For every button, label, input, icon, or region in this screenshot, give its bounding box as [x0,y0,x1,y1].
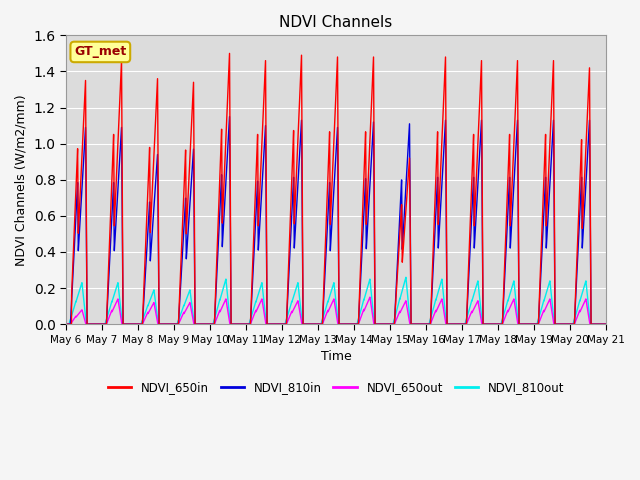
NDVI_810in [602,321,610,327]
X-axis label: Time: Time [321,350,351,363]
NDVI_810out [444,321,451,327]
NDVI_650out [231,321,239,327]
Text: GT_met: GT_met [74,46,127,59]
NDVI_650out [62,321,70,327]
NDVI_650out [444,321,451,327]
NDVI_810in [429,261,437,267]
NDVI_810out [402,275,410,280]
NDVI_810out [62,321,70,327]
NDVI_650in [267,321,275,327]
NDVI_650in [444,321,451,327]
NDVI_810in [231,321,239,327]
Y-axis label: NDVI Channels (W/m2/mm): NDVI Channels (W/m2/mm) [15,94,28,265]
NDVI_650in [231,321,239,327]
NDVI_650out [366,294,374,300]
NDVI_650in [394,262,402,268]
NDVI_810out [394,303,402,309]
NDVI_650out [394,313,402,319]
NDVI_810in [62,321,70,327]
NDVI_650in [62,321,70,327]
NDVI_810in [394,250,402,256]
NDVI_650in [429,242,437,248]
Line: NDVI_810in: NDVI_810in [66,117,606,324]
Legend: NDVI_650in, NDVI_810in, NDVI_650out, NDVI_810out: NDVI_650in, NDVI_810in, NDVI_650out, NDV… [103,377,569,399]
Line: NDVI_810out: NDVI_810out [66,277,606,324]
NDVI_650out [546,297,554,302]
NDVI_810in [444,321,451,327]
NDVI_650in [226,50,234,56]
NDVI_650out [602,321,610,327]
NDVI_650out [267,321,275,327]
NDVI_810out [231,321,239,327]
NDVI_810in [546,180,554,185]
Line: NDVI_650in: NDVI_650in [66,53,606,324]
NDVI_810out [546,279,554,285]
Title: NDVI Channels: NDVI Channels [280,15,393,30]
NDVI_810in [226,114,234,120]
NDVI_810out [429,306,437,312]
Line: NDVI_650out: NDVI_650out [66,297,606,324]
NDVI_810out [602,321,610,327]
NDVI_650in [602,321,610,327]
NDVI_650out [429,314,437,320]
NDVI_810in [267,321,275,327]
NDVI_810out [267,321,275,327]
NDVI_650in [546,138,554,144]
